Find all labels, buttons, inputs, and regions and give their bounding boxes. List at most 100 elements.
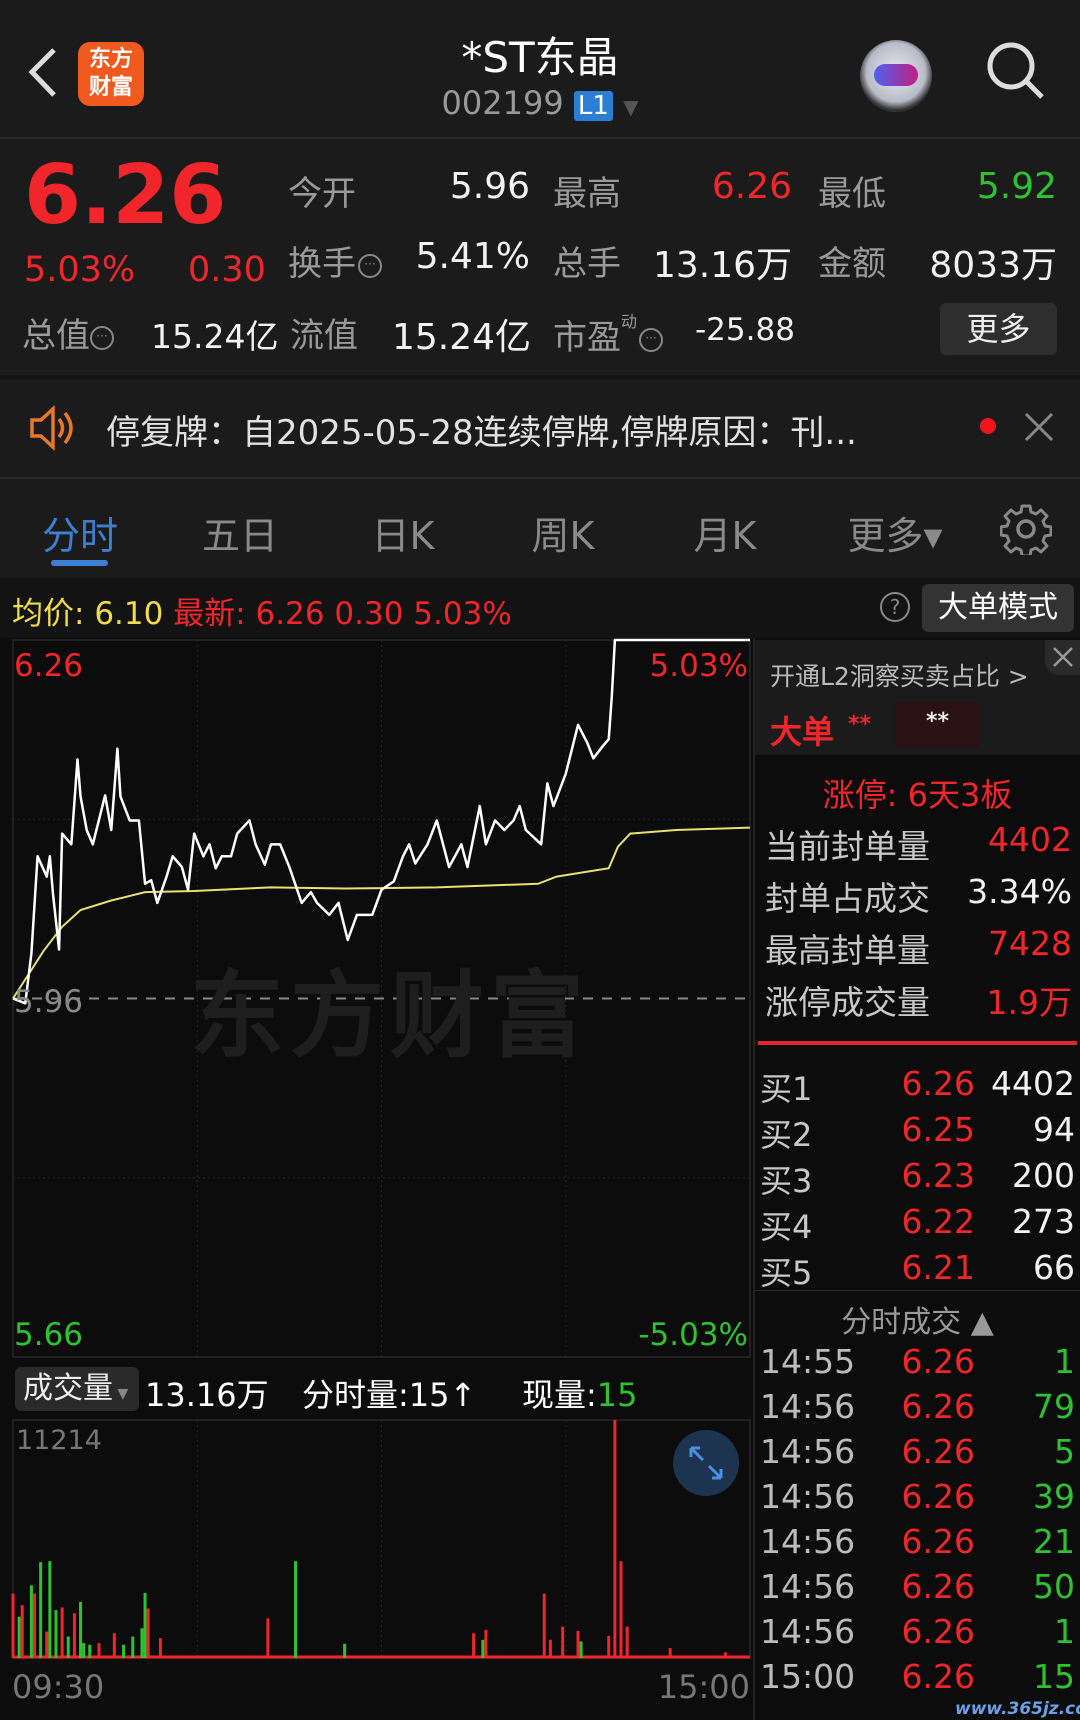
change-pct: 5.03% xyxy=(24,250,136,290)
volume-bar xyxy=(548,1639,552,1658)
tab-intraday[interactable]: 分时 xyxy=(41,514,119,558)
volume-bar xyxy=(484,1629,488,1658)
bid-volume: 4402 xyxy=(991,1064,1075,1103)
bid-level-label: 买1 xyxy=(760,1070,813,1108)
current-volume: 现量:15 xyxy=(522,1376,638,1414)
change-amount: 0.30 xyxy=(188,250,266,290)
total-volume: 13.16万 xyxy=(145,1376,269,1414)
volume-value: 13.16万 xyxy=(652,245,792,286)
avg-value: 6.10 xyxy=(94,596,164,632)
ticks-title[interactable]: 分时成交 ▲ xyxy=(841,1305,994,1340)
tick-volume: 1 xyxy=(1054,1612,1075,1651)
volume-bar xyxy=(542,1593,546,1658)
help-icon[interactable]: ? xyxy=(880,592,910,622)
volume-bar xyxy=(607,1635,611,1658)
tick-time: 15:00 xyxy=(760,1657,856,1696)
app-logo: 东方财富 xyxy=(78,42,144,106)
volume-bar xyxy=(131,1636,135,1658)
pe-label[interactable]: 市盈动··· xyxy=(553,308,664,359)
stock-code-row[interactable]: 002199 L1 ▼ xyxy=(0,84,1080,122)
mktcap-label[interactable]: 总值 ··· xyxy=(22,308,114,357)
pe-value: -25.88 xyxy=(695,312,795,348)
volume-bar xyxy=(561,1626,565,1658)
latest-label: 最新: xyxy=(173,596,246,632)
tick-volume: 5 xyxy=(1054,1432,1075,1471)
tab-more[interactable]: 更多▾ xyxy=(847,514,943,558)
minute-volume: 分时量:15↑ xyxy=(302,1376,477,1414)
bottom-pct-label: -5.03% xyxy=(638,1317,748,1353)
more-button[interactable]: 更多 xyxy=(940,303,1057,355)
volume-bar xyxy=(112,1633,116,1658)
avg-label: 均价: xyxy=(12,596,85,632)
volume-bar xyxy=(140,1628,144,1658)
open-value: 5.96 xyxy=(449,166,530,207)
end-time-label: 15:00 xyxy=(657,1668,750,1706)
volume-bar xyxy=(343,1643,347,1658)
expand-icon xyxy=(689,1446,723,1480)
tick-volume: 39 xyxy=(1033,1477,1075,1516)
big-order-mode-button[interactable]: 大单模式 xyxy=(922,584,1074,632)
bid-price: 6.22 xyxy=(901,1202,975,1241)
divider xyxy=(0,137,1080,139)
volume-bar xyxy=(579,1641,583,1658)
bid-volume: 200 xyxy=(1012,1156,1075,1195)
tick-volume: 15 xyxy=(1033,1657,1075,1696)
mascot-avatar-icon[interactable] xyxy=(860,40,932,112)
pre-close-label: 5.96 xyxy=(14,984,84,1020)
avg-price-line xyxy=(12,826,751,1000)
volume-indicator-select[interactable]: 成交量 ▼ xyxy=(15,1367,139,1411)
latest-change: 0.30 xyxy=(334,596,404,632)
high-label: 最高 xyxy=(553,174,621,214)
close-icon[interactable] xyxy=(1022,410,1056,448)
expand-button[interactable] xyxy=(673,1430,739,1496)
volume-bar xyxy=(32,1593,36,1658)
search-icon[interactable] xyxy=(985,40,1047,102)
gear-icon[interactable] xyxy=(999,503,1053,559)
tick-price: 6.26 xyxy=(901,1612,975,1651)
tab-daily-k[interactable]: 日K xyxy=(371,514,435,558)
volume-bar xyxy=(79,1601,83,1658)
volume-bar xyxy=(54,1610,58,1658)
l2-banner-text[interactable]: 开通L2洞察买卖占比 > xyxy=(770,662,1029,691)
bid-volume: 66 xyxy=(1033,1248,1075,1287)
tab-five-day[interactable]: 五日 xyxy=(201,514,279,558)
low-value: 5.92 xyxy=(976,166,1057,207)
notice-text[interactable]: 停复牌：自2025-05-28连续停牌,停牌原因：刊... xyxy=(106,413,857,453)
back-icon[interactable] xyxy=(22,45,62,100)
bid-level-label: 买2 xyxy=(760,1116,813,1154)
top-price-label: 6.26 xyxy=(14,648,84,684)
volume-bar xyxy=(97,1643,101,1658)
volume-bar xyxy=(66,1636,70,1658)
volume-bar xyxy=(723,1652,727,1658)
latest-value: 6.26 xyxy=(255,596,325,632)
volume-bar xyxy=(122,1644,126,1658)
turnover-label[interactable]: 换手 ··· xyxy=(288,236,382,285)
active-tab-underline xyxy=(51,560,108,566)
tab-monthly-k[interactable]: 月K xyxy=(693,514,757,558)
tick-price: 6.26 xyxy=(901,1387,975,1426)
bid-level-label: 买5 xyxy=(760,1254,813,1292)
divider xyxy=(0,375,1080,379)
tick-volume: 50 xyxy=(1033,1567,1075,1606)
amount-value: 8033万 xyxy=(929,245,1057,286)
divider xyxy=(0,477,1080,479)
start-time-label: 09:30 xyxy=(12,1668,105,1706)
tick-price: 6.26 xyxy=(901,1342,975,1381)
big-sell-mask: ** xyxy=(895,702,980,748)
tab-weekly-k[interactable]: 周K xyxy=(531,514,595,558)
big-order-label: 大单 xyxy=(770,713,835,751)
bid-price: 6.25 xyxy=(901,1110,975,1149)
volume-bar xyxy=(619,1561,623,1658)
volume-max-label: 11214 xyxy=(16,1425,102,1456)
bid-price: 6.23 xyxy=(901,1156,975,1195)
volume-label: 总手 xyxy=(553,244,621,284)
tick-time: 14:56 xyxy=(760,1477,856,1516)
price-summary: 均价: 6.10 最新: 6.26 0.30 5.03% xyxy=(12,588,512,633)
level-badge: L1 xyxy=(573,91,613,121)
price-chart[interactable] xyxy=(0,638,752,1678)
close-icon[interactable] xyxy=(1045,640,1080,675)
float-label: 流值 xyxy=(290,316,358,356)
volume-bar xyxy=(48,1561,52,1658)
limit-stat-value: 3.34% xyxy=(967,872,1072,911)
low-label: 最低 xyxy=(818,174,886,214)
